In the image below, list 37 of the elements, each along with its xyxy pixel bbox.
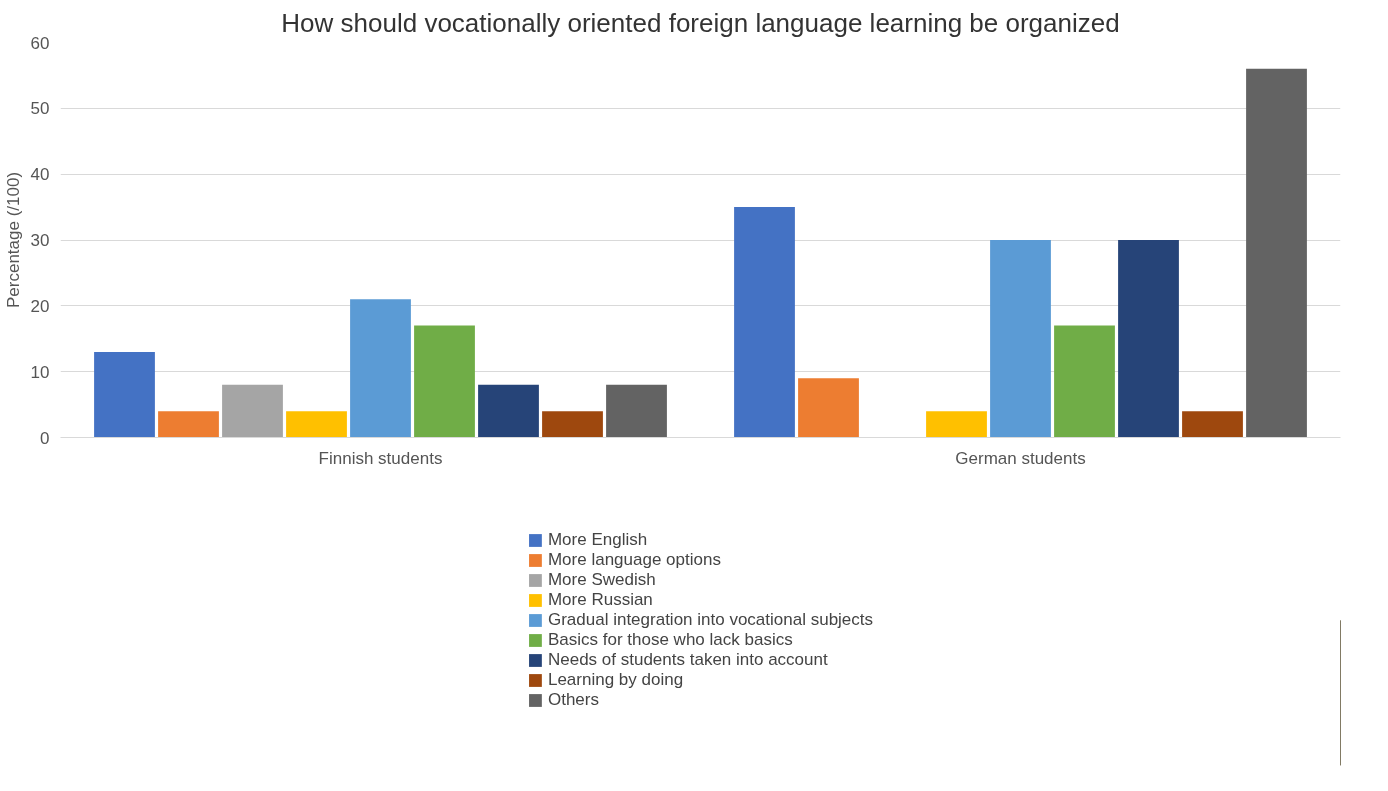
- bar: [542, 411, 603, 438]
- bar: [478, 384, 539, 438]
- legend-label: More English: [547, 530, 648, 550]
- x-tick-label: German students: [955, 448, 1086, 468]
- legend-label: Gradual integration into vocational subjects: [547, 610, 874, 630]
- legend-label: Others: [547, 690, 599, 710]
- y-tick-label: 10: [30, 362, 50, 382]
- legend-label: More Russian: [547, 590, 653, 610]
- legend-label: Basics for those who lack basics: [547, 630, 793, 650]
- legend-label: More language options: [547, 550, 721, 570]
- y-tick-label: 40: [30, 165, 50, 185]
- bar: [94, 351, 155, 438]
- y-tick-label: 60: [30, 33, 50, 53]
- legend-label: Needs of students taken into account: [547, 650, 828, 670]
- bar: [414, 325, 475, 438]
- bar: [158, 411, 219, 438]
- y-tick-label: 30: [30, 231, 50, 250]
- legend-label: Learning by doing: [547, 670, 684, 690]
- bar: [734, 207, 795, 438]
- y-axis-title: Percentage (/100): [3, 171, 23, 309]
- bar: [606, 384, 667, 438]
- y-tick-label: 0: [40, 428, 50, 448]
- bar: [1054, 325, 1115, 438]
- bar: [350, 299, 411, 438]
- bar: [1246, 68, 1307, 438]
- bar: [798, 378, 859, 438]
- x-tick-label: Finnish students: [318, 448, 443, 468]
- bar: [286, 411, 347, 438]
- y-tick-label: 50: [30, 99, 50, 119]
- bar: [1182, 411, 1243, 438]
- legend-label: More Swedish: [547, 570, 656, 590]
- bar: [1118, 240, 1179, 438]
- bar: [926, 411, 987, 438]
- bar: [222, 384, 283, 438]
- bar: [990, 240, 1051, 438]
- chart-title: How should vocationally oriented foreign language learning be organized: [281, 7, 1120, 38]
- y-tick-label: 20: [30, 296, 50, 316]
